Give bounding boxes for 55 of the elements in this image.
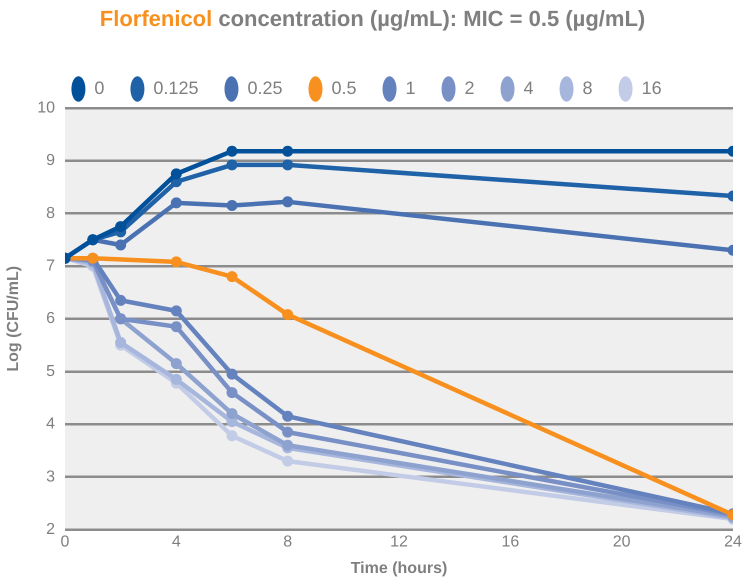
x-tick-label: 20 [612, 534, 631, 551]
point [282, 159, 294, 170]
x-tick-label: 12 [390, 534, 408, 551]
point [170, 256, 182, 268]
legend-label: 2 [464, 78, 475, 98]
y-tick-label: 6 [46, 310, 56, 328]
point [282, 410, 294, 422]
point [282, 309, 294, 320]
x-tick-label: 24 [724, 534, 742, 551]
x-tick-label: 16 [501, 534, 520, 551]
point [282, 440, 294, 451]
y-tick-label: 10 [37, 99, 56, 116]
point [282, 196, 294, 208]
point [170, 168, 182, 180]
y-tick-label: 5 [46, 362, 56, 380]
point [115, 337, 126, 348]
x-axis-title: Time (hours) [350, 560, 448, 577]
point [226, 368, 238, 380]
point [226, 387, 238, 398]
x-tick-label: 4 [172, 534, 181, 551]
legend-label: 0 [94, 78, 104, 98]
point [282, 456, 294, 467]
point [226, 271, 238, 282]
legend-label: 0.5 [332, 78, 357, 98]
point [226, 159, 238, 170]
point [226, 146, 238, 157]
x-tick-label: 0 [60, 534, 70, 551]
legend-label: 4 [524, 78, 534, 98]
legend-label: 16 [642, 78, 662, 98]
y-tick-label: 3 [46, 468, 56, 486]
point [226, 200, 238, 211]
legend-label: 1 [406, 78, 416, 98]
point [115, 240, 126, 251]
point [115, 294, 126, 306]
point [282, 426, 294, 438]
chart-title: Florfenicol concentration (µg/mL): MIC = 0.5 (µg/mL) [100, 6, 646, 31]
point [170, 374, 182, 385]
point [115, 221, 126, 232]
y-tick-label: 7 [46, 258, 56, 275]
legend-label: 0.25 [247, 78, 283, 98]
x-tick-label: 8 [283, 534, 292, 551]
y-tick-label: 2 [46, 521, 56, 538]
y-tick-label: 9 [46, 152, 56, 170]
point [170, 197, 182, 208]
point [170, 358, 182, 370]
point [170, 305, 182, 316]
y-axis-title: Log (CFU/mL) [5, 266, 22, 372]
point [170, 321, 182, 332]
point [226, 430, 238, 442]
point [282, 146, 294, 157]
y-tick-label: 8 [46, 204, 56, 222]
y-tick-label: 4 [46, 416, 56, 433]
legend-label: 0.125 [153, 78, 198, 98]
point [226, 408, 238, 420]
legend-label: 8 [582, 78, 593, 98]
